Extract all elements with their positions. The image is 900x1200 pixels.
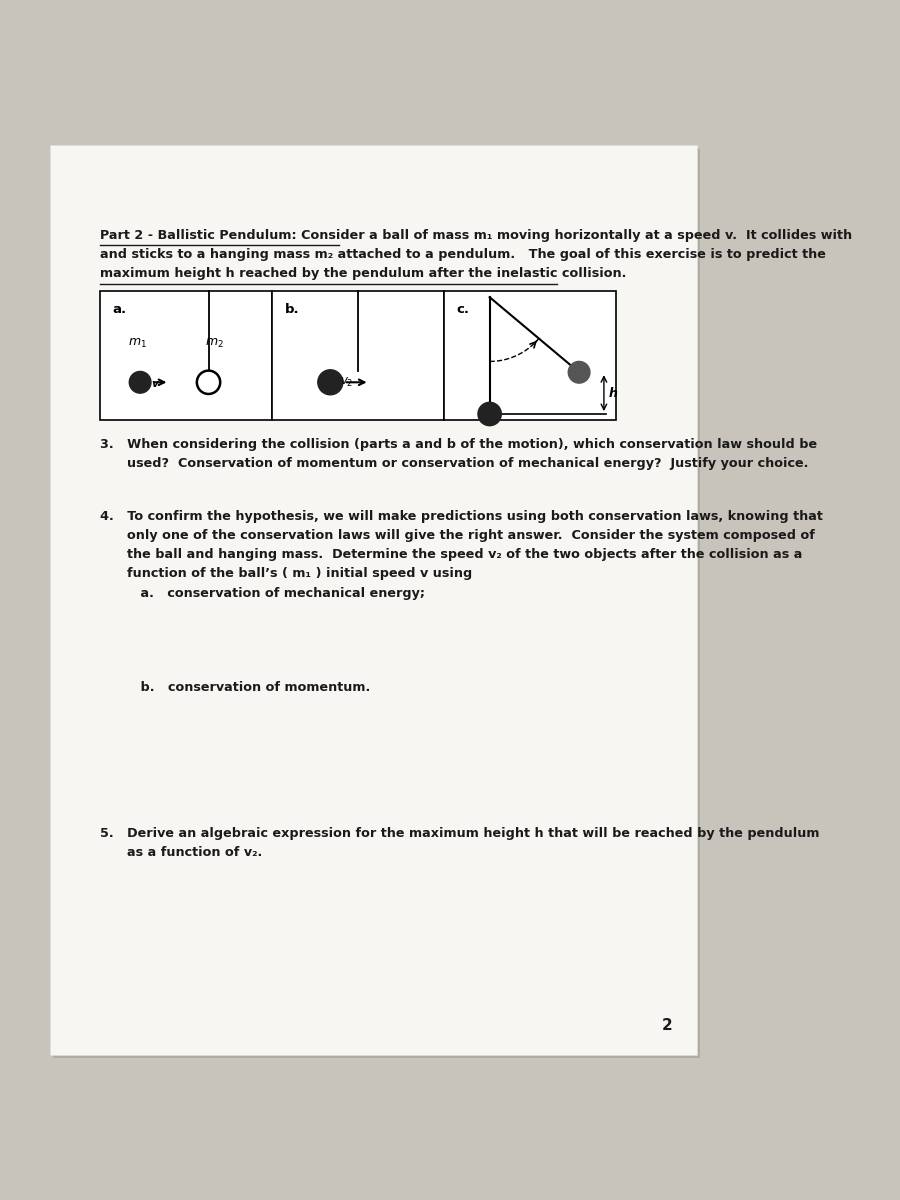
- Text: $m_2$: $m_2$: [205, 336, 224, 349]
- Text: function of the ball’s ( m₁ ) initial speed v using: function of the ball’s ( m₁ ) initial sp…: [100, 568, 472, 581]
- Text: c.: c.: [456, 304, 469, 316]
- Circle shape: [568, 361, 590, 383]
- Text: and sticks to a hanging mass m₂ attached to a pendulum.   The goal of this exerc: and sticks to a hanging mass m₂ attached…: [100, 248, 826, 260]
- Text: 5.   Derive an algebraic expression for the maximum height h that will be reache: 5. Derive an algebraic expression for th…: [100, 827, 820, 840]
- FancyBboxPatch shape: [53, 149, 700, 1058]
- Bar: [272, 290, 444, 420]
- Text: a.: a.: [112, 304, 127, 316]
- Circle shape: [130, 372, 151, 394]
- Text: Part 2 - Ballistic Pendulum: Consider a ball of mass m₁ moving horizontally at a: Part 2 - Ballistic Pendulum: Consider a …: [100, 229, 852, 242]
- Text: b.: b.: [284, 304, 299, 316]
- Text: 2: 2: [662, 1018, 672, 1033]
- Text: $v_2$: $v_2$: [340, 376, 354, 389]
- Circle shape: [478, 402, 501, 426]
- Text: used?  Conservation of momentum or conservation of mechanical energy?  Justify y: used? Conservation of momentum or conser…: [100, 457, 808, 470]
- Text: b.   conservation of momentum.: b. conservation of momentum.: [100, 680, 370, 694]
- Text: 3.   When considering the collision (parts a and b of the motion), which conserv: 3. When considering the collision (parts…: [100, 438, 817, 451]
- Text: h: h: [609, 386, 617, 400]
- Text: $m_1$: $m_1$: [128, 336, 147, 349]
- Circle shape: [318, 370, 343, 395]
- Text: maximum height h reached by the pendulum after the inelastic collision.: maximum height h reached by the pendulum…: [100, 268, 626, 280]
- Bar: [444, 290, 616, 420]
- Bar: [100, 290, 272, 420]
- Text: as a function of v₂.: as a function of v₂.: [100, 846, 262, 859]
- Text: the ball and hanging mass.  Determine the speed v₂ of the two objects after the : the ball and hanging mass. Determine the…: [100, 548, 803, 562]
- Text: 4.   To confirm the hypothesis, we will make predictions using both conservation: 4. To confirm the hypothesis, we will ma…: [100, 510, 823, 523]
- Text: only one of the conservation laws will give the right answer.  Consider the syst: only one of the conservation laws will g…: [100, 529, 815, 542]
- Circle shape: [197, 371, 220, 394]
- Text: v: v: [152, 379, 158, 389]
- FancyBboxPatch shape: [50, 145, 697, 1055]
- Text: a.   conservation of mechanical energy;: a. conservation of mechanical energy;: [100, 587, 425, 600]
